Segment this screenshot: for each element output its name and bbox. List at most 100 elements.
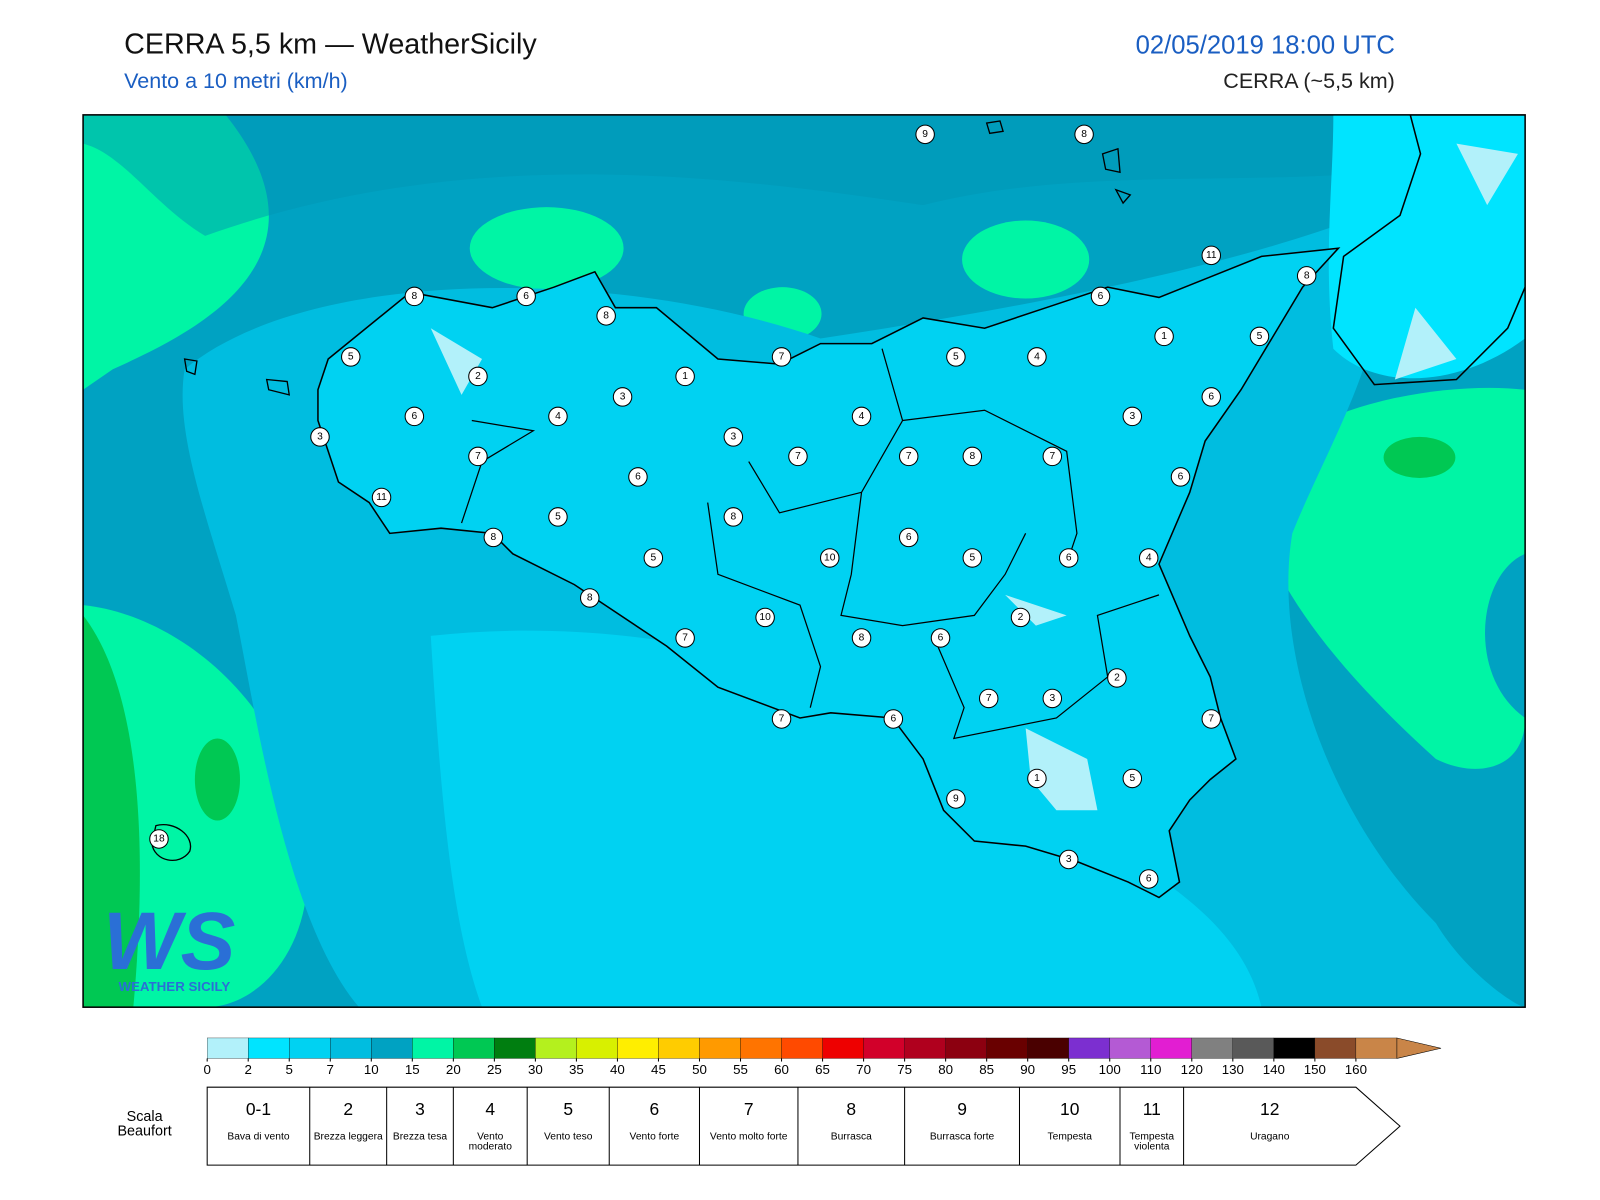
colorbar-swatch <box>412 1037 454 1059</box>
colorbar-swatch <box>1109 1037 1151 1059</box>
station-marker <box>628 467 648 487</box>
colorbar-swatch <box>248 1037 290 1059</box>
station-value: 10 <box>759 612 771 623</box>
station-marker <box>1249 326 1270 347</box>
colorbar-tick-label: 50 <box>692 1062 707 1077</box>
wind-field <box>962 220 1090 299</box>
colorbar: 0 2 5 7 10 15 20 25 30 35 40 45 50 55 60 65 70 75 80 85 90 95… <box>203 1037 1442 1077</box>
wind-field <box>1383 436 1456 478</box>
station-value: 3 <box>620 391 626 402</box>
station-marker <box>851 628 872 648</box>
colorbar-tick-label: 140 <box>1263 1062 1285 1077</box>
station-marker <box>898 446 919 467</box>
beaufort-force: 7 <box>744 1099 754 1119</box>
station-marker <box>468 366 488 387</box>
station-value: 8 <box>1081 129 1087 140</box>
station-marker <box>915 124 935 145</box>
subtitle: Vento a 10 metri (km/h) <box>124 69 348 93</box>
colorbar-tick-label: 90 <box>1020 1062 1035 1077</box>
colorbar-swatch <box>617 1037 659 1059</box>
colorbar-tick-label: 25 <box>487 1062 502 1077</box>
station-value: 6 <box>906 532 912 543</box>
station-marker <box>723 507 744 527</box>
beaufort-label: Scala Beaufort <box>117 1108 172 1139</box>
colorbar-tick-label: 40 <box>610 1062 625 1077</box>
station-value: 6 <box>1208 391 1214 402</box>
station-value: 2 <box>1018 612 1024 623</box>
beaufort-desc-box: Tempesta violenta <box>1130 1132 1174 1152</box>
station-marker <box>404 406 425 427</box>
colorbar-tick-label: 10 <box>364 1062 379 1077</box>
station-value: 7 <box>906 451 912 462</box>
colorbar-swatch <box>986 1037 1028 1059</box>
logo-name: WEATHER SICILY <box>118 979 230 994</box>
station-marker <box>1296 266 1317 286</box>
station-value: 6 <box>523 291 529 302</box>
station-marker <box>149 829 169 849</box>
colorbar-swatch <box>1314 1037 1357 1059</box>
station-marker <box>771 347 792 367</box>
station-marker <box>643 548 664 568</box>
colorbar-swatch <box>1232 1037 1274 1059</box>
beaufort-desc: Uragano <box>1250 1132 1290 1143</box>
beaufort-desc: Burrasca forte <box>929 1132 995 1143</box>
station-value: 5 <box>953 351 959 362</box>
calabria-coast <box>1332 114 1526 386</box>
colorbar-tick-label: 20 <box>446 1062 461 1077</box>
beaufort-desc-box: Vento molto forte <box>710 1132 788 1142</box>
station-value: 5 <box>969 552 975 563</box>
colorbar-tick-label: 7 <box>327 1062 334 1077</box>
station-marker <box>580 588 600 608</box>
beaufort-force: 10 <box>1060 1099 1080 1119</box>
colorbar-tick-label: 45 <box>651 1062 666 1077</box>
beaufort-force: 2 <box>343 1099 353 1119</box>
colorbar-tick-label: 85 <box>979 1062 994 1077</box>
station-value: 5 <box>348 351 354 362</box>
colorbar-tick-label: 35 <box>569 1062 584 1077</box>
station-marker <box>771 709 792 729</box>
beaufort-desc: Bava di vento <box>227 1132 290 1143</box>
station-marker <box>404 286 425 307</box>
station-marker <box>930 628 951 648</box>
station-value: 6 <box>890 713 896 724</box>
station-marker <box>1058 849 1079 870</box>
colorbar-swatch <box>576 1037 618 1059</box>
wind-field <box>83 615 140 1008</box>
station-value: 7 <box>1049 451 1055 462</box>
station-value: 11 <box>1206 250 1217 261</box>
station-value: 6 <box>1066 552 1072 563</box>
station-value: 8 <box>969 451 975 462</box>
station-value: 6 <box>1098 291 1104 302</box>
colorbar-swatch <box>289 1037 331 1059</box>
colorbar-tick-label: 120 <box>1181 1062 1203 1077</box>
datetime: 02/05/2019 18:00 UTC <box>1136 31 1395 59</box>
colorbar-tick-label: 70 <box>856 1062 871 1077</box>
station-marker <box>1170 467 1191 487</box>
station-marker <box>468 446 488 467</box>
station-marker <box>1138 869 1159 889</box>
station-marker <box>851 406 872 427</box>
title: CERRA 5,5 km — WeatherSicily <box>124 28 537 60</box>
station-value: 1 <box>1034 773 1040 784</box>
wind-field <box>1485 553 1526 718</box>
station-marker <box>371 487 392 508</box>
colorbar-tick-label: 100 <box>1099 1062 1121 1077</box>
wind-field <box>430 630 1262 1008</box>
station-marker <box>962 446 983 467</box>
station-marker <box>1201 387 1222 407</box>
station-marker <box>548 507 568 527</box>
colorbar-tick-label: 65 <box>815 1062 830 1077</box>
beaufort-desc: Vento teso <box>543 1132 593 1143</box>
colorbar-swatch <box>740 1037 782 1059</box>
colorbar-tick-label: 110 <box>1140 1062 1161 1077</box>
logo-mark: WS <box>103 896 235 987</box>
beaufort-force: 11 <box>1143 1099 1161 1119</box>
station-value: 4 <box>555 411 561 422</box>
province-border <box>460 348 1160 740</box>
station-value: 3 <box>1049 693 1055 704</box>
colorbar-swatch <box>330 1037 372 1059</box>
colorbar-swatch <box>822 1037 864 1059</box>
colorbar-swatch <box>863 1037 905 1059</box>
